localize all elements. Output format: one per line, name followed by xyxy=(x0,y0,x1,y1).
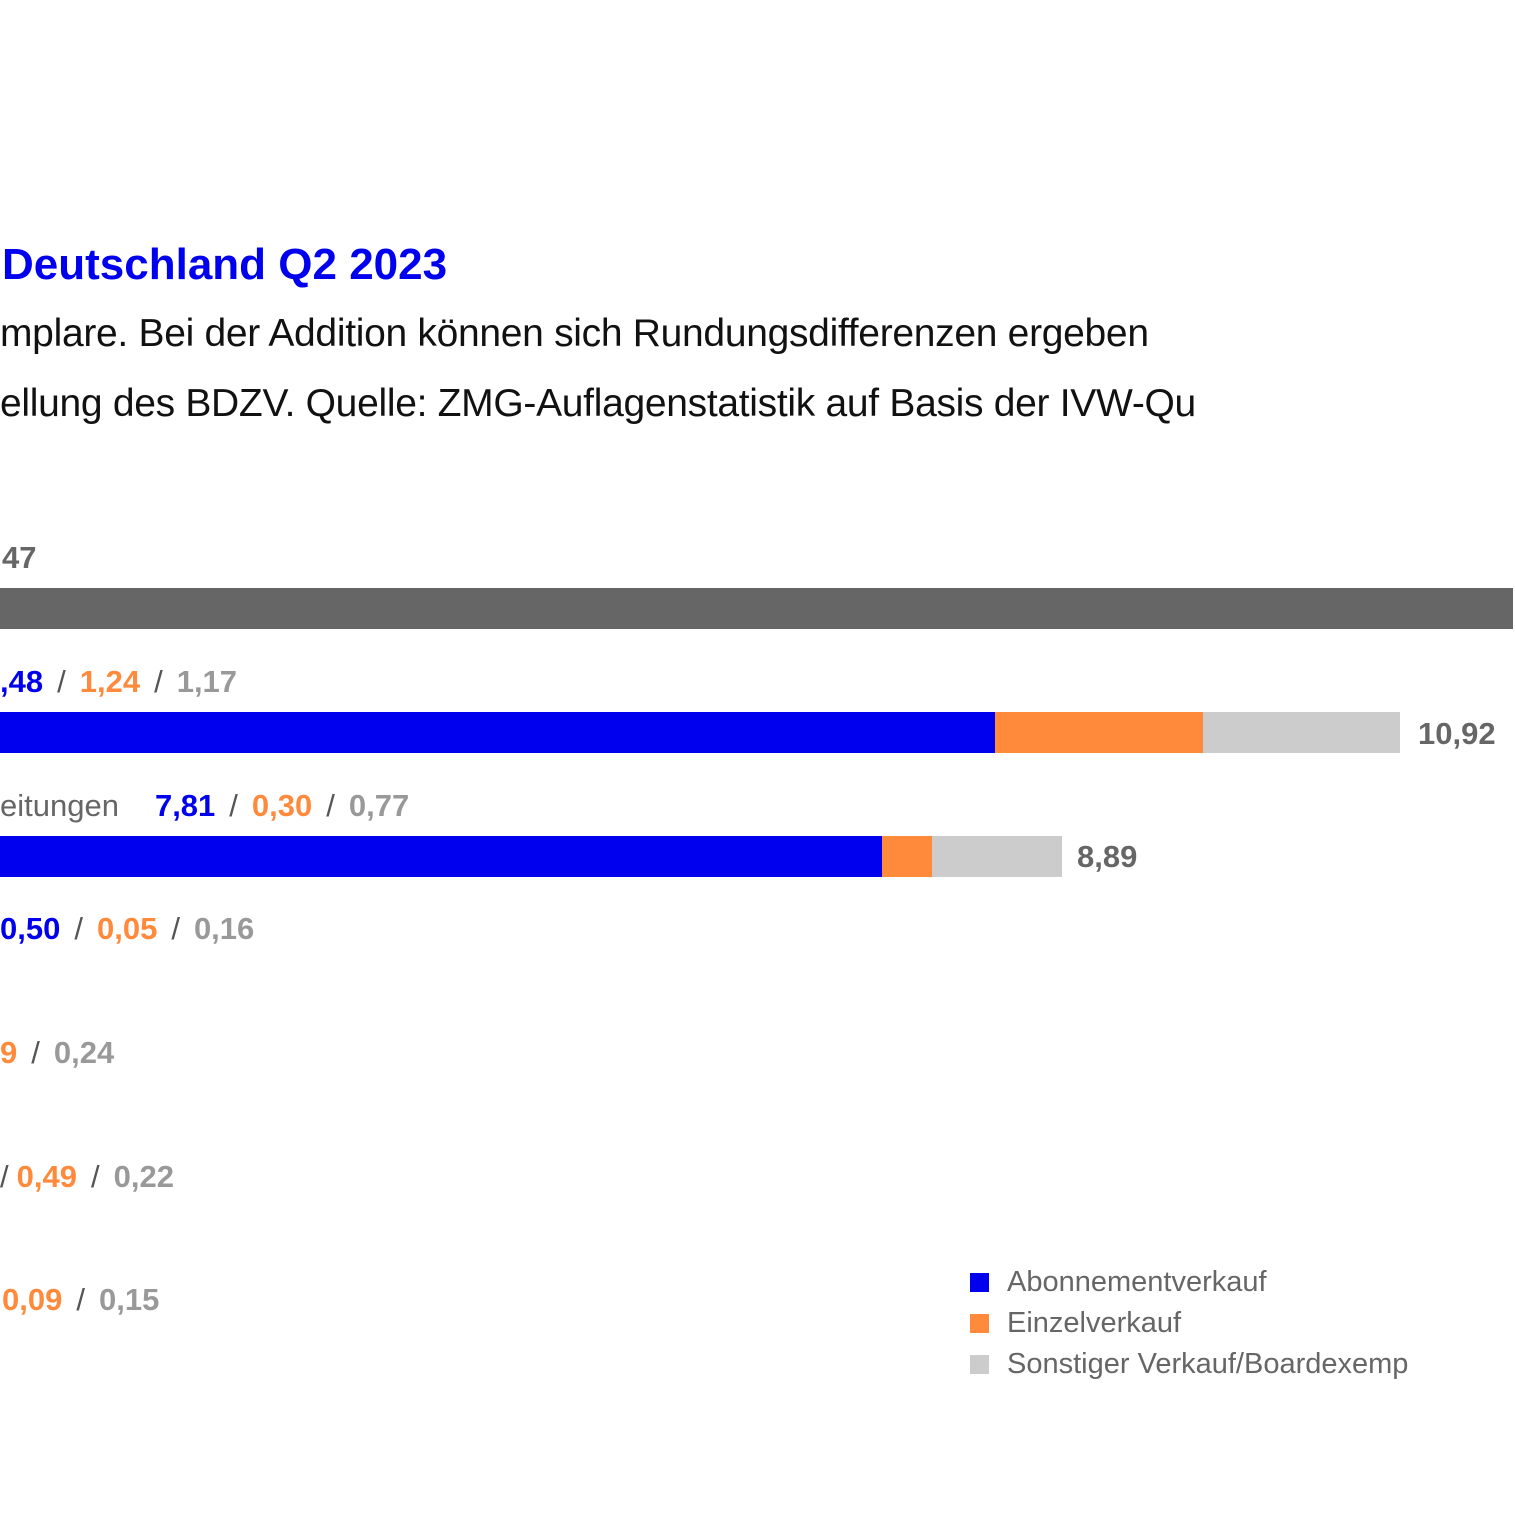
separator: / xyxy=(171,911,180,946)
separator: / xyxy=(229,788,238,823)
row-6-labels: /0,49/0,22 xyxy=(0,1159,174,1195)
legend-item-sonstig: Sonstiger Verkauf/Boardexemp xyxy=(970,1344,1408,1385)
sonstig-value: 0,22 xyxy=(113,1159,174,1194)
separator: / xyxy=(76,1282,85,1317)
einzel-value: 0,05 xyxy=(96,911,158,946)
sonstig-value: 0,15 xyxy=(98,1282,160,1317)
separator: / xyxy=(90,1159,100,1194)
separator: / xyxy=(0,1159,9,1194)
einzel-segment xyxy=(882,836,933,877)
total-bar xyxy=(0,588,1513,629)
category-label: eitungen xyxy=(0,788,119,823)
abo-value: 7,81 xyxy=(154,788,216,823)
separator: / xyxy=(74,911,83,946)
legend-label: Sonstiger Verkauf/Boardexemp xyxy=(1007,1348,1409,1380)
legend-item-einzel: Einzelverkauf xyxy=(970,1303,1408,1344)
legend-label: Einzelverkauf xyxy=(1007,1307,1182,1339)
sonstig-segment xyxy=(932,836,1062,877)
abo-segment xyxy=(0,712,995,753)
chart-title: Deutschland Q2 2023 xyxy=(2,240,448,289)
legend: Abonnementverkauf Einzelverkauf Sonstige… xyxy=(970,1262,1408,1385)
einzel-segment xyxy=(994,712,1203,753)
row-4-labels: 0,50 / 0,05 / 0,16 xyxy=(0,911,254,947)
abo-segment xyxy=(0,836,883,877)
legend-swatch xyxy=(970,1273,989,1292)
legend-item-abo: Abonnementverkauf xyxy=(970,1262,1408,1303)
separator: / xyxy=(31,1035,40,1070)
einzel-value: 0,09 xyxy=(2,1282,63,1317)
total-value-label: 47 xyxy=(2,540,37,575)
sonstig-value: 0,16 xyxy=(193,911,255,946)
einzel-value: 9 xyxy=(0,1035,18,1070)
row-3-total-label: 8,89 xyxy=(1077,839,1138,874)
separator: / xyxy=(57,664,66,699)
subtitle-line-2: ellung des BDZV. Quelle: ZMG-Auflagensta… xyxy=(0,382,1196,425)
sonstig-value: 1,17 xyxy=(176,664,238,699)
legend-label: Abonnementverkauf xyxy=(1007,1266,1267,1298)
separator: / xyxy=(154,664,163,699)
legend-swatch xyxy=(970,1355,989,1374)
einzel-value: 1,24 xyxy=(79,664,141,699)
einzel-value: 0,49 xyxy=(16,1159,77,1194)
legend-swatch xyxy=(970,1314,989,1333)
row-5-labels: 9 / 0,24 xyxy=(0,1035,114,1071)
einzel-value: 0,30 xyxy=(251,788,313,823)
row-2-labels: ,48 / 1,24 / 1,17 xyxy=(0,664,237,700)
row-3-labels: eitungen 7,81 / 0,30 / 0,77 xyxy=(0,788,409,824)
abo-value: ,48 xyxy=(0,664,44,699)
sonstig-segment xyxy=(1202,712,1400,753)
sonstig-value: 0,77 xyxy=(348,788,410,823)
row-7-labels: 0,09 / 0,15 xyxy=(2,1282,159,1318)
abo-value: 0,50 xyxy=(0,911,61,946)
sonstig-value: 0,24 xyxy=(53,1035,115,1070)
subtitle-line-1: mplare. Bei der Addition können sich Run… xyxy=(0,312,1149,355)
separator: / xyxy=(326,788,335,823)
row-2-total-label: 10,92 xyxy=(1418,716,1496,751)
